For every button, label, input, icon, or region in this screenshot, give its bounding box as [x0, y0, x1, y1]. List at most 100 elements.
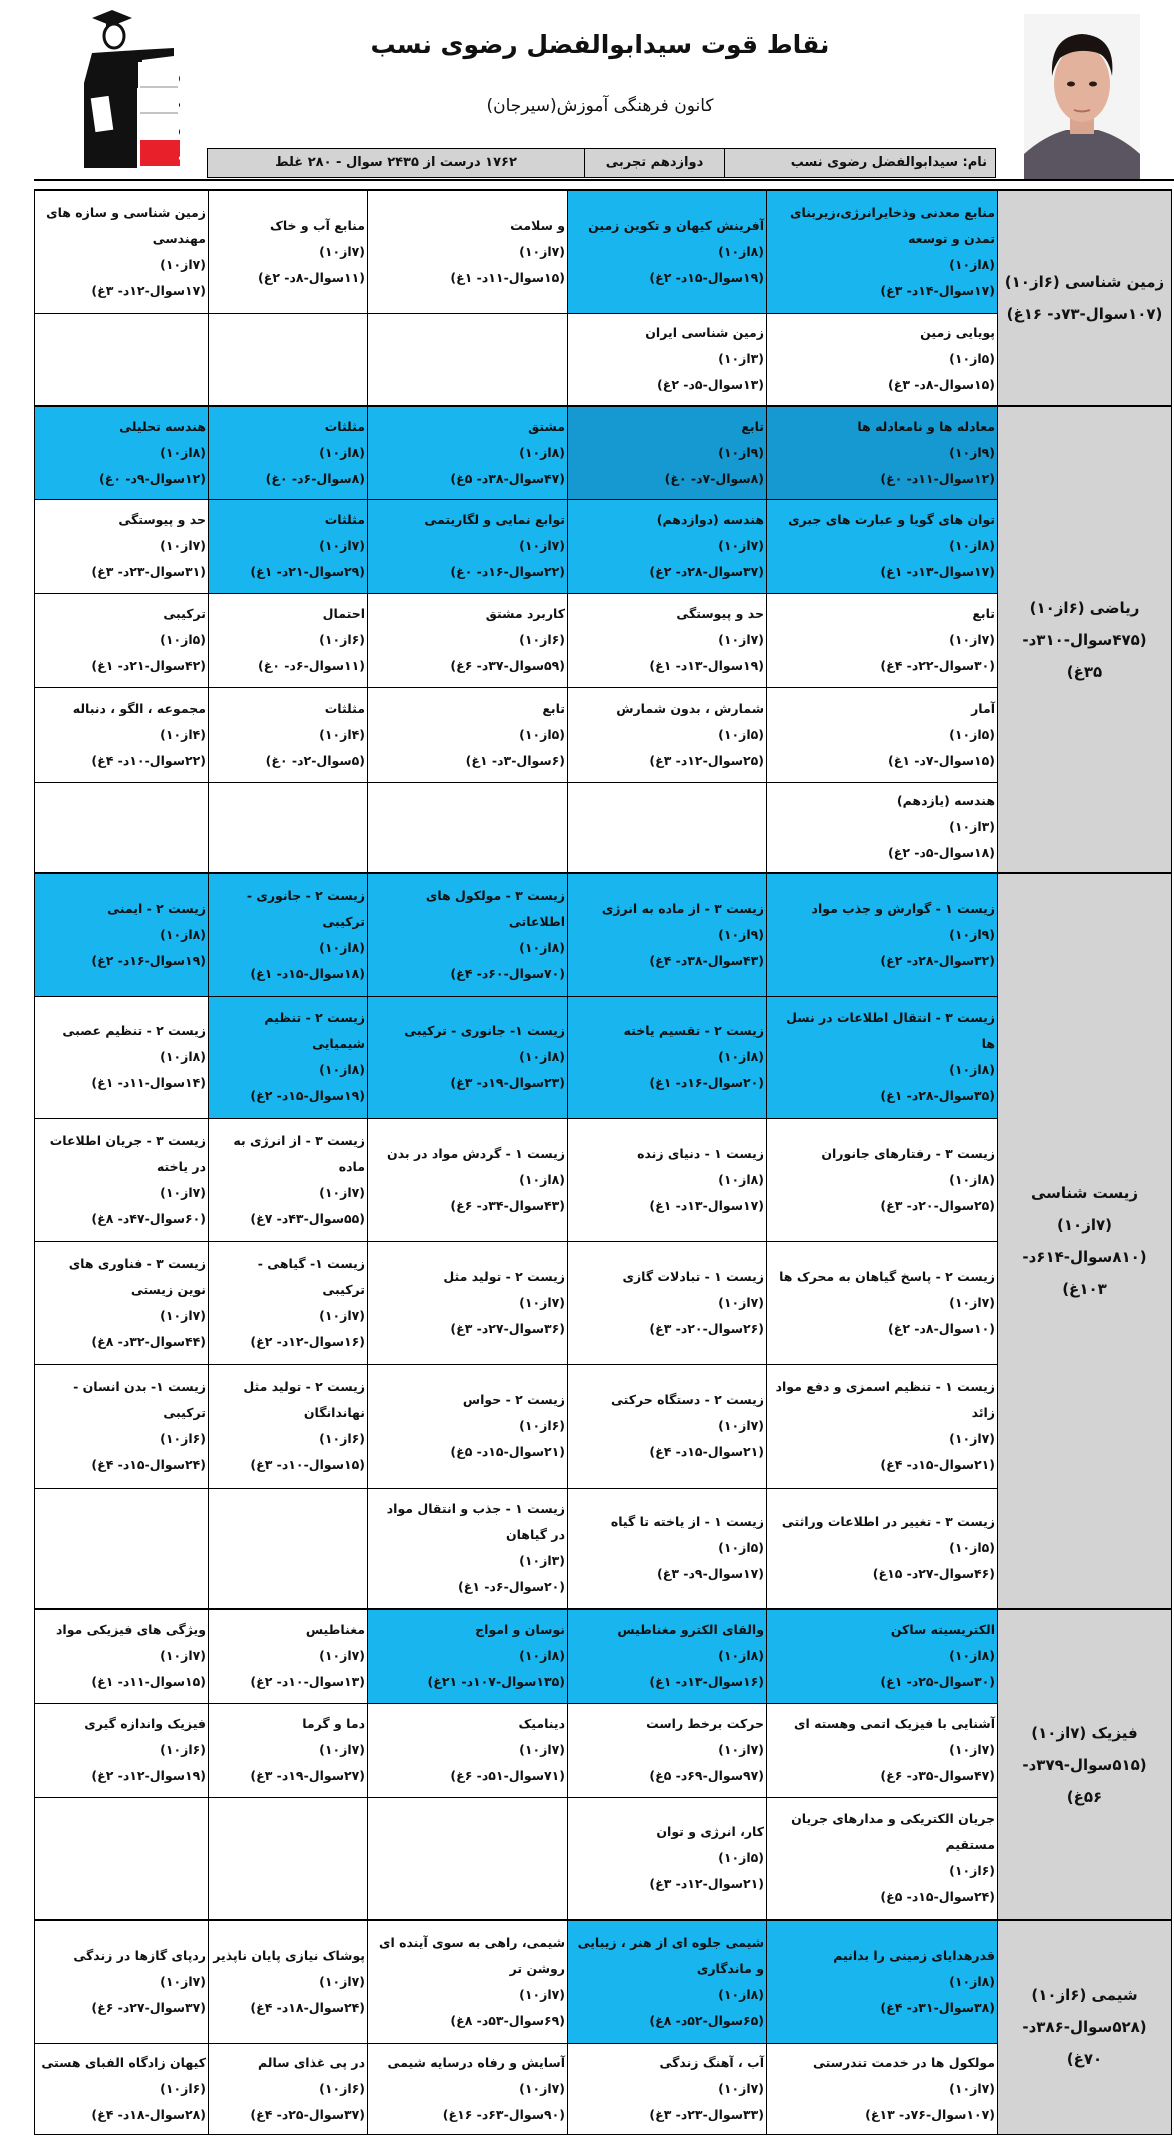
subject-label: (۱۰۷سوال-۷۳د- ۱۶غ)	[1006, 305, 1163, 323]
topic-score: (۸از۱۰)	[319, 939, 365, 955]
topic-title: زیست ۳ - از ماده به انرژی	[601, 900, 764, 916]
topic-cell: هندسه (یازدهم) (۳از۱۰) (۱۸سوال-۵د- ۲غ)	[766, 781, 998, 874]
topic-cell: زیست ۳ - تغییر در اطلاعات وراثتی (۵از۱۰) (…	[766, 1487, 998, 1610]
topic-cell: مجموعه ، الگو ، دنباله (۴از۱۰) (۲۲سوال-۱۰د…	[34, 686, 209, 783]
topic-cell: تابع (۷از۱۰) (۳۰سوال-۲۲د- ۴غ)	[766, 592, 998, 688]
subject-cell: شیمی (۶از۱۰) (۵۲۸سوال-۳۸۶د- ۷۰غ)	[997, 1919, 1172, 2135]
topic-cell: زیست ۳ - رفتارهای جانوران (۸از۱۰) (۲۵سوال-…	[766, 1117, 998, 1242]
topic-stats: (۴۷سوال-۳۵د- ۶غ)	[880, 1768, 995, 1783]
table-row: توان های گویا و عبارت های جبری (۸از۱۰) (۱۷…	[34, 498, 1172, 594]
topic-score: (۸از۱۰)	[519, 444, 565, 460]
table-row: زیست ۳ - انتقال اطلاعات در نسل ها (۸از۱۰)…	[34, 995, 1172, 1119]
topic-score: (۷از۱۰)	[949, 632, 995, 647]
table-row: زیست شناسی (۷از۱۰) (۸۱۰سوال-۶۱۴د- ۱۰۳غ) زی…	[34, 872, 1172, 1610]
topic-cell: زیست ۱ - از یاخته تا گیاه (۵از۱۰) (۱۷سوال-…	[567, 1487, 767, 1610]
topic-cell: فیزیک واندازه گیری (۶از۱۰) (۱۹سوال-۱۲د- ۲غ…	[34, 1702, 209, 1798]
topic-cell: زمین شناسی و سازه های مهندسی (۷از۱۰) (۱۷سو…	[34, 189, 209, 314]
student-grade: دوازدهم تجربی	[584, 149, 724, 177]
topic-score: (۳از۱۰)	[949, 819, 995, 835]
topic-stats: (۱۵سوال-۱۱د- ۱غ)	[91, 1674, 206, 1690]
topic-cell: دما و گرما (۷از۱۰) (۲۷سوال-۱۹د- ۳غ)	[208, 1702, 368, 1798]
topic-title: زیست ۳ - انتقال اطلاعات در نسل ها	[786, 1010, 995, 1051]
topic-cell: زیست ۱ - تبادلات گازی (۷از۱۰) (۲۶سوال-۲۰د-…	[567, 1240, 767, 1365]
topic-score: (۷از۱۰)	[160, 538, 206, 553]
topic-score: (۷از۱۰)	[718, 1742, 764, 1757]
topic-stats: (۹۰سوال-۶۳د- ۱۶غ)	[442, 2106, 565, 2122]
empty-cell	[367, 1796, 568, 1921]
topic-cell: زیست ۲ - تنظیم شیمیایی (۸از۱۰) (۱۹سوال-۱۵د…	[208, 995, 368, 1119]
topic-stats: (۱۳سوال-۱۰د- ۲غ)	[250, 1674, 365, 1690]
empty-cell	[208, 1796, 368, 1921]
topic-score: (۷از۱۰)	[519, 243, 565, 259]
topic-stats: (۶۰سوال-۴۷د- ۸غ)	[91, 1210, 206, 1226]
topic-cell: زیست ۱ - گردش مواد در بدن (۸از۱۰) (۴۳سوال-…	[367, 1117, 568, 1242]
topic-score: (۴از۱۰)	[319, 726, 365, 742]
topic-title: کار، انرژی و توان	[656, 1824, 764, 1840]
topic-stats: (۴۳سوال-۳۸د- ۴غ)	[649, 952, 764, 968]
topic-score: (۸از۱۰)	[718, 1171, 764, 1187]
topic-cell: هندسه تحلیلی (۸از۱۰) (۱۲سوال-۹د- ۰غ)	[34, 405, 209, 500]
topic-score: (۷از۱۰)	[718, 538, 764, 553]
topic-score: (۸از۱۰)	[949, 1973, 995, 1989]
topic-cell: کیهان زادگاه الفبای هستی (۶از۱۰) (۲۸سوال-۱…	[34, 2042, 209, 2135]
topic-score: (۵از۱۰)	[949, 1540, 995, 1556]
topic-title: شیمی، راهی به سوی آینده ای روشن تر	[378, 1934, 565, 1976]
topic-stats: (۴۴سوال-۳۲د- ۸غ)	[91, 1333, 206, 1349]
topic-stats: (۲۱سوال-۱۵د- ۵غ)	[450, 1444, 565, 1459]
topic-score: (۷از۱۰)	[319, 538, 365, 553]
subject-cell: زیست شناسی (۷از۱۰) (۸۱۰سوال-۶۱۴د- ۱۰۳غ)	[997, 872, 1172, 1610]
topic-score: (۶از۱۰)	[949, 1863, 995, 1879]
topic-score: (۷از۱۰)	[160, 1648, 206, 1664]
topic-score: (۷از۱۰)	[319, 1648, 365, 1664]
topic-stats: (۱۳۵سوال-۱۰۷د- ۲۱غ)	[427, 1674, 565, 1690]
empty-cell	[367, 312, 568, 407]
topic-score: (۷از۱۰)	[949, 1431, 995, 1446]
empty-cell	[208, 781, 368, 874]
topic-score: (۵از۱۰)	[949, 351, 995, 367]
topic-score: (۸از۱۰)	[949, 1648, 995, 1664]
topic-stats: (۱۷سوال-۹د- ۳غ)	[657, 1566, 764, 1582]
topic-title: آشنایی با فیزیک اتمی وهسته ای	[793, 1716, 995, 1731]
subject-label: زیست شناسی (۷از۱۰)	[1030, 1184, 1139, 1234]
topic-title: فیزیک واندازه گیری	[84, 1716, 206, 1731]
topic-stats: (۲۱سوال-۱۵د- ۴غ)	[880, 1457, 995, 1472]
topic-stats: (۵۹سوال-۳۷د- ۶غ)	[450, 658, 565, 673]
topic-score: (۷از۱۰)	[519, 1294, 565, 1310]
topic-score: (۹از۱۰)	[949, 926, 995, 942]
table-row: زمین شناسی (۶از۱۰) (۱۰۷سوال-۷۳د- ۱۶غ) مناب…	[34, 189, 1172, 407]
topic-cell: حرکت برخط راست (۷از۱۰) (۹۷سوال-۶۹د- ۵غ)	[567, 1702, 767, 1798]
topic-title: مثلثات	[324, 512, 365, 527]
topic-score: (۸از۱۰)	[718, 1049, 764, 1064]
topic-title: زیست ۳ - رفتارهای جانوران	[821, 1145, 995, 1161]
topic-title: زیست ۲ - تولید مثل	[443, 1268, 565, 1284]
topic-title: آفرینش کیهان و تکوین زمین	[588, 217, 764, 233]
topic-cell: زیست ۱ - تنظیم اسمزی و دفع مواد زائد (۷از…	[766, 1363, 998, 1489]
topic-stats: (۲۱سوال-۱۲د- ۳غ)	[649, 1876, 764, 1892]
topic-stats: (۱۵سوال-۱۰د- ۳غ)	[250, 1457, 365, 1472]
topic-cell: توان های گویا و عبارت های جبری (۸از۱۰) (۱۷…	[766, 498, 998, 594]
topic-stats: (۲۶سوال-۲۰د- ۳غ)	[649, 1320, 764, 1336]
topic-score: (۹از۱۰)	[718, 926, 764, 942]
table-row: تابع (۷از۱۰) (۳۰سوال-۲۲د- ۴غ) حد و پیوستگی (…	[34, 592, 1172, 688]
topic-score: (۷از۱۰)	[519, 2080, 565, 2096]
topic-title: مجموعه ، الگو ، دنباله	[72, 700, 206, 716]
topic-score: (۷از۱۰)	[718, 1294, 764, 1310]
topic-title: نوسان و امواج	[475, 1622, 565, 1638]
topic-title: جریان الکتریکی و مدارهای جریان مستقیم	[791, 1811, 995, 1853]
topic-cell: زیست ۱ - جذب و انتقال مواد در گیاهان (۳از…	[367, 1487, 568, 1610]
topic-cell: شیمی جلوه ای از هنر ، زیبایی و ماندگاری (…	[567, 1919, 767, 2044]
topic-stats: (۱۷سوال-۱۴د- ۳غ)	[880, 282, 995, 298]
topic-stats: (۱۹سوال-۱۵د- ۲غ)	[250, 1088, 365, 1103]
page-subtitle: کانون فرهنگی آموزش(سیرجان)	[486, 96, 714, 116]
topic-cell: قدرهدایای زمینی را بدانیم (۸از۱۰) (۳۸سوال-…	[766, 1919, 998, 2044]
topic-cell: زیست ۲ - پاسخ گیاهان به محرک ها (۷از۱۰) (۱…	[766, 1240, 998, 1365]
topic-cell: زیست ۳ - انتقال اطلاعات در نسل ها (۸از۱۰)…	[766, 995, 998, 1119]
subject-cell: زمین شناسی (۶از۱۰) (۱۰۷سوال-۷۳د- ۱۶غ)	[997, 189, 1172, 407]
topic-title: زیست ۳ - تغییر در اطلاعات وراثتی	[781, 1514, 995, 1530]
topic-cell: آفرینش کیهان و تکوین زمین (۸از۱۰) (۱۹سوال-…	[567, 189, 767, 314]
svg-text:کانون: کانون	[178, 65, 180, 85]
topic-title: مشتق	[528, 418, 565, 434]
topic-title: الکتریسیته ساکن	[890, 1622, 995, 1638]
topic-stats: (۱۹سوال-۱۵د- ۲غ)	[649, 269, 764, 285]
topic-score: (۷از۱۰)	[519, 1742, 565, 1757]
